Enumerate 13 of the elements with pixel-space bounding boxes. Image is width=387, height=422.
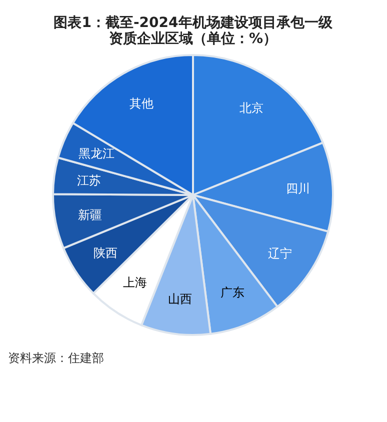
slice-label: 山西 (168, 292, 192, 306)
slice-label: 江苏 (77, 174, 101, 188)
slice-label: 上海 (123, 276, 148, 290)
slice-label: 陕西 (93, 246, 118, 260)
chart-title: 图表1：截至-2024年机场建设项目承包一级资质企业区域（单位：%） (54, 15, 334, 47)
slice-label: 广东 (220, 285, 245, 300)
text: 资料来源：住建部 (7, 350, 105, 367)
slice-label: 其他 (129, 96, 154, 111)
slice-label: 四川 (286, 182, 310, 196)
slice-label: 黑龙江 (78, 146, 115, 161)
slice-label: 新疆 (78, 208, 102, 222)
slice-label: 北京 (240, 100, 264, 115)
slice-label: 辽宁 (268, 246, 292, 261)
